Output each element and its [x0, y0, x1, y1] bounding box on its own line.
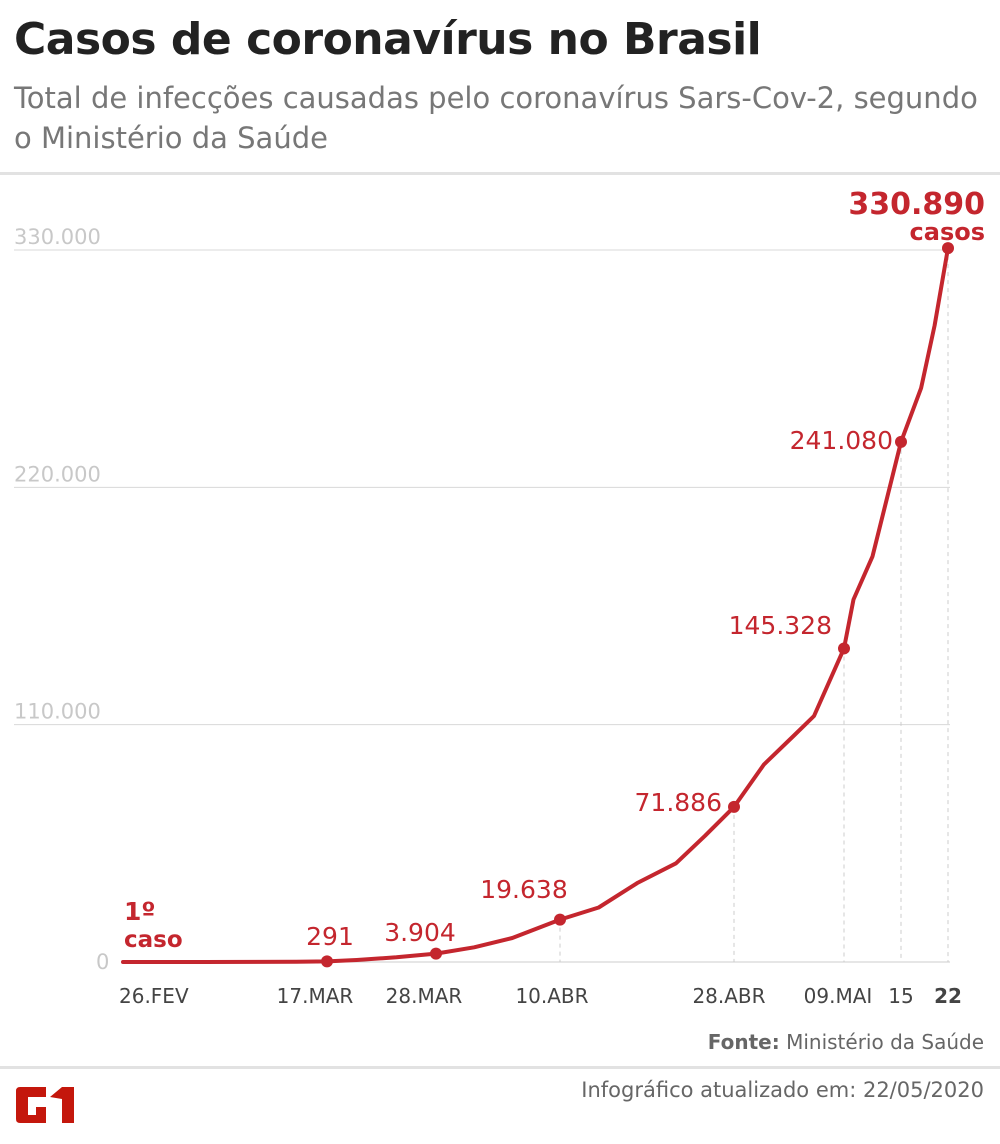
x-tick-label: 28.MAR — [386, 984, 463, 1008]
data-label: 241.080 — [790, 426, 893, 455]
x-tick-label: 26.FEV — [119, 984, 189, 1008]
chart-title: Casos de coronavírus no Brasil — [14, 14, 762, 65]
source-label: Fonte: — [707, 1030, 780, 1054]
data-label: 3.904 — [384, 918, 456, 947]
data-label: 330.890 — [848, 187, 985, 222]
x-tick-label: 22 — [934, 984, 962, 1008]
x-tick-label: 28.ABR — [692, 984, 765, 1008]
data-label: 291 — [306, 922, 354, 951]
x-tick-label: 15 — [888, 984, 913, 1008]
bottom-divider — [0, 1066, 1000, 1069]
data-point-marker — [554, 913, 566, 926]
data-label-suffix: caso — [124, 927, 183, 953]
data-label: 1º — [124, 897, 156, 926]
data-point-marker — [838, 642, 850, 655]
x-tick-label: 17.MAR — [277, 984, 354, 1008]
data-label: 71.886 — [635, 788, 722, 817]
chart-subtitle: Total de infecções causadas pelo coronav… — [14, 81, 978, 155]
data-label-suffix: casos — [910, 218, 985, 246]
data-point-marker — [430, 947, 442, 960]
data-point-marker — [728, 800, 740, 813]
y-tick-label: 330.000 — [14, 225, 101, 249]
y-tick-label: 110.000 — [14, 700, 101, 724]
data-point-marker — [942, 242, 954, 255]
data-label: 145.328 — [729, 611, 832, 640]
x-tick-label: 09.MAI — [804, 984, 873, 1008]
source-note: Fonte: Ministério da Saúde — [708, 1030, 984, 1054]
top-divider — [0, 172, 1000, 175]
y-tick-label: 220.000 — [14, 462, 101, 486]
cases-line — [121, 246, 950, 964]
source-text: Ministério da Saúde — [786, 1030, 984, 1054]
y-tick-label: 0 — [96, 950, 109, 974]
data-point-marker — [321, 955, 333, 968]
x-tick-label: 10.ABR — [515, 984, 588, 1008]
data-point-marker — [895, 435, 907, 448]
updated-note: Infográfico atualizado em: 22/05/2020 — [581, 1078, 984, 1102]
data-label: 19.638 — [480, 875, 567, 904]
